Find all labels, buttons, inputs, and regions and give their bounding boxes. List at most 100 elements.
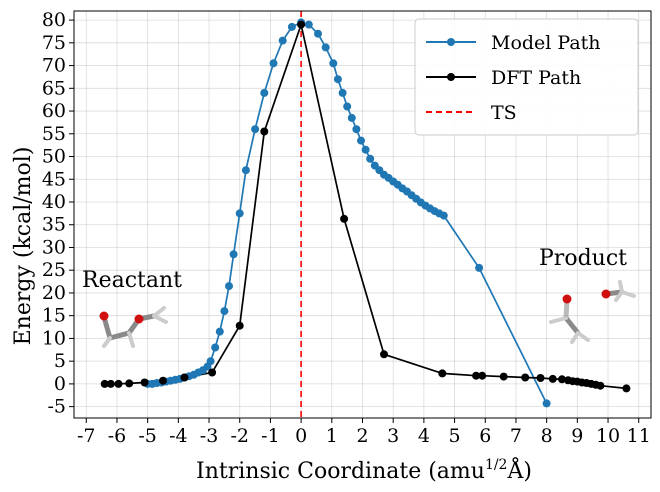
model-path-point	[211, 343, 220, 352]
y-tick-label: -5	[47, 396, 66, 418]
y-tick-label: 50	[42, 146, 66, 168]
model-path-point	[260, 88, 269, 97]
x-axis-label-sup: 1/2	[485, 457, 508, 473]
legend-item-dft-path: DFT Path	[426, 67, 581, 89]
x-tick-label: 2	[356, 425, 368, 447]
model-path-point	[542, 399, 551, 408]
model-path-point	[347, 113, 356, 122]
y-tick-label: 80	[42, 9, 66, 31]
series-layer	[100, 18, 631, 408]
x-axis-label-main: Intrinsic Coordinate (amu	[196, 459, 485, 484]
dft-path-point	[208, 368, 217, 377]
dft-path-point	[596, 381, 605, 390]
model-path-point	[343, 102, 352, 111]
dft-path-point	[235, 321, 244, 330]
dft-path-point	[297, 20, 306, 29]
y-tick-label: 30	[42, 236, 66, 258]
x-tick-label: 4	[418, 425, 430, 447]
reactant-label: Reactant	[82, 268, 182, 293]
y-tick-label: 35	[42, 214, 66, 236]
legend-marker-dft	[447, 73, 455, 81]
dft-path-point	[548, 374, 557, 383]
legend-item-ts: TS	[426, 102, 517, 124]
legend: Model Path DFT Path TS	[414, 18, 639, 136]
x-tick-label: 3	[387, 425, 399, 447]
x-tick-label: 10	[596, 425, 620, 447]
y-tick-label: 20	[42, 282, 66, 304]
x-tick-label: 0	[295, 425, 307, 447]
model-path-point	[439, 211, 448, 220]
model-path-point	[241, 166, 250, 175]
model-path-point	[357, 136, 365, 145]
x-tick-label: -2	[230, 425, 249, 447]
dft-path-point	[260, 127, 269, 136]
x-axis-label-tail: Å)	[506, 456, 531, 484]
x-tick-label: -4	[169, 425, 188, 447]
dft-path-point	[380, 350, 388, 359]
model-path-point	[366, 154, 375, 163]
model-path-point	[333, 75, 342, 84]
x-axis-label: Intrinsic Coordinate (amu1/2Å)	[196, 456, 532, 484]
x-tick-label: 5	[449, 425, 461, 447]
legend-box	[414, 18, 639, 136]
x-tick-label: 6	[479, 425, 491, 447]
dft-path-point	[180, 373, 189, 382]
model-path-point	[338, 88, 347, 97]
dft-path-point	[622, 384, 631, 393]
model-path-point	[220, 307, 229, 316]
x-tick-label: 7	[510, 425, 522, 447]
x-tick-label: -6	[108, 425, 127, 447]
model-path-point	[352, 125, 361, 134]
dft-path-point	[499, 372, 508, 381]
reactant-molecule-icon	[99, 306, 168, 348]
x-tick-label: -5	[138, 425, 157, 447]
legend-label-dft-path: DFT Path	[491, 67, 581, 89]
x-axis-ticks: -7 -6 -5 -4 -3 -2 -1 0 1 2 3 4 5 6 7 8 9 10 11	[77, 418, 651, 447]
dft-path-point	[340, 214, 349, 223]
y-tick-label: 55	[42, 123, 66, 145]
model-path-point	[235, 209, 244, 218]
dft-path-point	[521, 373, 530, 382]
dft-path-point	[159, 376, 167, 385]
model-path-point	[314, 29, 322, 38]
model-path-point	[329, 59, 338, 68]
y-tick-label: 40	[42, 191, 66, 213]
model-path-point	[225, 282, 233, 291]
dft-path-point	[536, 374, 545, 382]
model-path-point	[475, 263, 484, 272]
model-path-point	[269, 59, 278, 68]
model-path-point	[206, 357, 215, 366]
model-path-point	[361, 145, 370, 154]
y-tick-label: 45	[42, 168, 66, 190]
x-tick-label: 9	[571, 425, 583, 447]
product-label: Product	[539, 246, 627, 271]
model-path-point	[215, 327, 224, 336]
dft-path-point	[478, 371, 487, 380]
y-tick-label: 10	[42, 327, 66, 349]
y-tick-label: 25	[42, 259, 66, 281]
y-tick-label: 65	[42, 77, 66, 99]
x-tick-label: 11	[627, 425, 651, 447]
dft-path-point	[140, 378, 149, 387]
y-tick-label: 70	[42, 55, 66, 77]
legend-label-model-path: Model Path	[491, 32, 601, 54]
dft-path-point	[438, 369, 447, 378]
legend-item-model-path: Model Path	[426, 32, 601, 54]
model-path-point	[229, 250, 238, 259]
y-tick-label: 60	[42, 100, 66, 122]
y-tick-label: 5	[54, 350, 66, 372]
dft-path-point	[106, 379, 115, 388]
dft-path-point	[125, 379, 134, 388]
model-path-point	[278, 36, 287, 45]
model-path-point	[321, 43, 330, 52]
legend-marker-model	[447, 38, 455, 46]
model-path-point	[304, 20, 313, 29]
legend-label-ts: TS	[491, 102, 517, 124]
product-molecule-icon	[549, 280, 636, 344]
dft-path-point	[114, 379, 123, 388]
model-path-point	[287, 22, 296, 31]
x-tick-label: 1	[326, 425, 338, 447]
y-tick-label: 15	[42, 305, 66, 327]
